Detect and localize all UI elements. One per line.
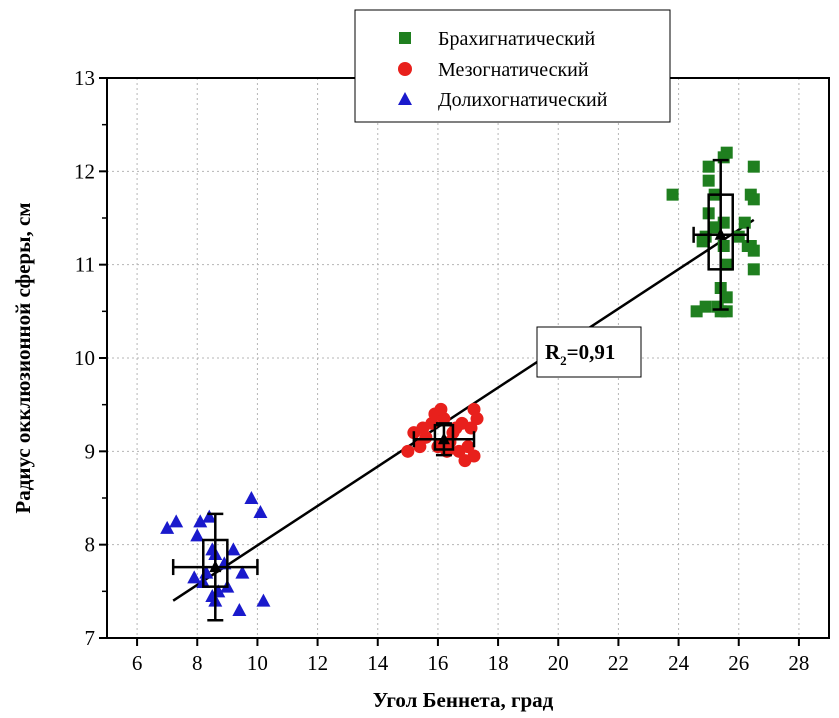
legend-marker-brachy	[399, 32, 411, 44]
data-point-triangle	[187, 570, 202, 584]
data-point-square	[699, 300, 712, 313]
data-point-triangle	[256, 593, 271, 607]
data-point-square	[747, 263, 760, 276]
r2-tail: =0,91	[567, 340, 616, 364]
data-point-square	[666, 188, 679, 201]
x-tick-label: 10	[247, 651, 268, 675]
r2-main: R	[545, 340, 561, 364]
x-tick-label: 8	[192, 651, 203, 675]
legend-label-dolicho: Долихогнатический	[438, 89, 608, 111]
axis-ticks: 6 8 10 12 14 16 18 20 22 24 26 28 7 8 9 10 11 12 13	[74, 66, 809, 675]
data-point-triangle	[232, 603, 247, 616]
legend-marker-dolicho	[398, 92, 412, 105]
y-tick-label: 10	[74, 346, 95, 370]
data-point-circle	[461, 440, 475, 454]
x-tick-label: 14	[367, 651, 389, 675]
data-point-square	[720, 291, 733, 304]
data-point-triangle	[253, 505, 268, 518]
mean-marker	[209, 560, 222, 573]
y-tick-label: 7	[85, 626, 96, 650]
data-point-circle	[413, 440, 427, 454]
data-point-triangle	[235, 565, 250, 579]
r2-sub: 2	[560, 353, 567, 368]
legend-label-meso: Мезогнатический	[438, 59, 589, 81]
data-point-square	[720, 305, 733, 318]
legend: Брахигнатический Мезогнатический Долихог…	[354, 9, 671, 123]
data-point-square	[708, 221, 721, 234]
y-tick-label: 13	[74, 66, 95, 90]
y-tick-label: 11	[75, 253, 95, 277]
y-tick-label: 8	[85, 533, 96, 557]
data-point-circle	[467, 449, 481, 463]
group-summary-boxes	[171, 158, 750, 622]
data-point-square	[702, 174, 715, 187]
data-point-triangle	[202, 509, 217, 523]
data-point-circle	[470, 412, 484, 426]
x-tick-label: 18	[488, 651, 509, 675]
data-point-triangle	[190, 528, 205, 542]
r2-annotation: R2=0,91	[536, 326, 642, 378]
data-point-square	[747, 193, 760, 206]
data-point-square	[702, 160, 715, 173]
x-axis-title: Угол Беннета, град	[373, 688, 554, 712]
data-point-circle	[401, 444, 415, 458]
data-point-circle	[434, 402, 448, 416]
data-point-triangle	[160, 520, 175, 534]
r2-annotation-text: R2=0,91	[545, 340, 615, 368]
legend-marker-meso	[398, 62, 412, 76]
y-axis-title: Радиус окклюзионной сферы, см	[11, 202, 35, 513]
x-tick-label: 16	[427, 651, 448, 675]
regression-line	[172, 218, 755, 602]
data-point-square	[741, 240, 754, 252]
r2-annotation-box	[536, 326, 642, 378]
x-tick-label: 6	[132, 651, 143, 675]
x-tick-label: 12	[307, 651, 328, 675]
data-point-square	[732, 230, 745, 243]
legend-label-brachy: Брахигнатический	[438, 28, 596, 50]
data-points	[160, 146, 760, 616]
data-point-triangle	[226, 542, 241, 556]
x-tick-label: 22	[608, 651, 629, 675]
data-point-circle	[419, 430, 433, 444]
data-point-triangle	[169, 514, 184, 528]
data-point-square	[690, 305, 703, 318]
x-tick-label: 26	[728, 651, 749, 675]
data-point-square	[738, 216, 751, 229]
x-tick-label: 24	[668, 651, 690, 675]
y-tick-label: 9	[85, 439, 96, 463]
mean-marker	[437, 432, 450, 445]
data-point-triangle	[244, 491, 259, 504]
data-point-square	[720, 258, 733, 271]
x-tick-label: 28	[788, 651, 809, 675]
x-tick-label: 20	[548, 651, 569, 675]
data-point-square	[747, 160, 760, 173]
regression-line-segment	[172, 218, 755, 602]
data-point-triangle	[193, 514, 208, 528]
y-tick-label: 12	[74, 159, 95, 183]
mean-marker	[714, 227, 727, 240]
